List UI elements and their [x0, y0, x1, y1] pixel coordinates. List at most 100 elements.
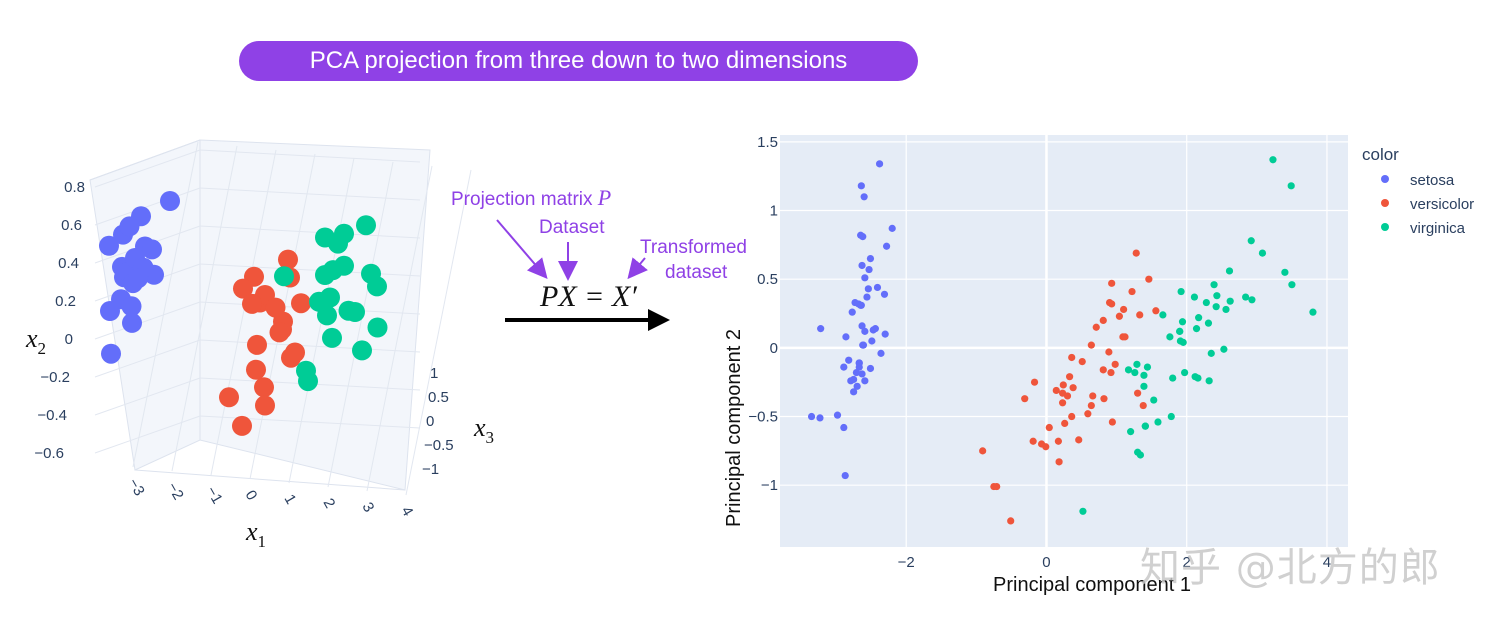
- x1-tick-label: −3: [125, 476, 148, 499]
- point3d-versicolor: [278, 249, 298, 270]
- point3d-setosa: [142, 239, 162, 260]
- point-versicolor: [1099, 366, 1107, 374]
- point-versicolor: [1145, 275, 1153, 283]
- point-setosa: [866, 364, 875, 373]
- y-tick-label: −1: [761, 477, 778, 494]
- equation: PX = X′: [539, 280, 637, 313]
- point-versicolor: [1063, 392, 1072, 400]
- transformed-label-line1: Transformed: [640, 237, 747, 258]
- title-banner: PCA projection from three down to two di…: [239, 41, 918, 81]
- point-setosa: [840, 423, 848, 432]
- point-setosa: [888, 224, 896, 232]
- point-virginica: [1247, 237, 1255, 245]
- x1-tick-label: −1: [203, 484, 226, 507]
- point-virginica: [1169, 374, 1177, 382]
- legend-title: color: [1362, 145, 1399, 164]
- point-versicolor: [1136, 311, 1144, 319]
- point-versicolor: [1087, 401, 1095, 410]
- point-virginica: [1154, 418, 1162, 426]
- point-versicolor: [1030, 378, 1039, 386]
- point-virginica: [1181, 368, 1189, 377]
- point-setosa: [841, 471, 849, 480]
- point-setosa: [857, 231, 865, 239]
- point3d-versicolor: [247, 334, 267, 355]
- projection-matrix-arrow: [496, 219, 548, 280]
- point-virginica: [1248, 296, 1256, 304]
- point3d-virginica: [338, 300, 359, 321]
- point-setosa: [807, 412, 816, 421]
- projection-matrix-label: Projection matrix P: [451, 185, 611, 210]
- point-setosa: [850, 375, 858, 384]
- point3d-versicolor: [242, 293, 262, 314]
- point-setosa: [861, 377, 869, 385]
- x2-tick-label: −0.2: [40, 369, 70, 386]
- point-virginica: [1194, 374, 1202, 382]
- x2-tick-label: 0.4: [58, 255, 79, 272]
- point-setosa: [840, 363, 848, 371]
- point-versicolor: [1037, 440, 1046, 448]
- x3-tick-label: 1: [430, 365, 438, 382]
- point-setosa: [861, 327, 869, 335]
- point-versicolor: [1066, 373, 1074, 381]
- point-versicolor: [1134, 389, 1142, 397]
- point-virginica: [1205, 377, 1213, 385]
- x-tick-label: 4: [1323, 554, 1331, 571]
- point-setosa: [842, 333, 850, 341]
- point-virginica: [1220, 345, 1228, 353]
- y-tick-label: 0.5: [757, 271, 778, 288]
- y-tick-label: 1: [770, 203, 778, 220]
- point-setosa: [853, 382, 861, 390]
- point-versicolor: [1054, 437, 1062, 445]
- point-virginica: [1167, 412, 1175, 421]
- point-versicolor: [1105, 348, 1113, 356]
- x1-tick-label: 1: [281, 492, 300, 508]
- point-virginica: [1176, 327, 1184, 335]
- point3d-versicolor: [219, 387, 239, 408]
- point-setosa: [871, 325, 879, 333]
- point-virginica: [1222, 305, 1230, 314]
- point-virginica: [1176, 337, 1185, 345]
- x2-tick-label: 0.8: [64, 179, 85, 196]
- point3d-virginica: [334, 255, 354, 276]
- point3d-setosa: [119, 216, 140, 237]
- legend-label-versicolor: versicolor: [1410, 196, 1474, 213]
- x2-tick-label: 0.6: [61, 217, 82, 234]
- point3d-virginica: [356, 215, 376, 236]
- point-virginica: [1150, 396, 1158, 404]
- point3d-versicolor: [269, 322, 290, 343]
- point-setosa: [882, 242, 891, 250]
- point3d-setosa: [99, 235, 119, 256]
- point-virginica: [1288, 281, 1296, 289]
- point-versicolor: [979, 447, 987, 455]
- point-versicolor: [1111, 360, 1119, 368]
- point-setosa: [855, 363, 863, 371]
- point-versicolor: [1107, 368, 1115, 377]
- plot2d: −2 0 2 4 −1 −0.5 0 0.5 1 1.5 Principal component …: [723, 134, 1348, 596]
- point-versicolor: [1007, 517, 1015, 525]
- x2-tick-label: 0.2: [55, 293, 76, 310]
- x1-axis-label: x1: [245, 517, 266, 551]
- point-versicolor: [1108, 279, 1116, 287]
- plot2d-ticks: −2 0 2 4 −1 −0.5 0 0.5 1 1.5: [748, 134, 1331, 571]
- point-setosa: [858, 322, 866, 330]
- x1-tick-label: −2: [164, 480, 187, 503]
- point-versicolor: [1069, 384, 1077, 392]
- y-tick-label: −0.5: [748, 409, 778, 426]
- point-versicolor: [1087, 341, 1095, 349]
- point3d-virginica: [334, 223, 354, 244]
- point-versicolor: [1078, 358, 1086, 366]
- point3d-versicolor: [232, 415, 252, 436]
- point-versicolor: [1105, 298, 1114, 307]
- plot3d-ticks: −3 −2 −1 0 1 2 3 4 0.8 0.6 0.4 0.2 0 −0.2 −0.4 −0.6 1 0.5…: [34, 179, 453, 519]
- x1-tick-label: 3: [359, 500, 378, 516]
- point-versicolor: [1058, 399, 1067, 407]
- point-setosa: [865, 265, 873, 274]
- plot2d-gridlines: [780, 135, 1348, 547]
- point-setosa: [857, 182, 865, 190]
- point-versicolor: [1068, 412, 1076, 421]
- x2-tick-label: −0.4: [37, 407, 67, 424]
- point-setosa: [858, 261, 866, 270]
- point-setosa: [880, 290, 889, 298]
- point-setosa: [863, 293, 871, 301]
